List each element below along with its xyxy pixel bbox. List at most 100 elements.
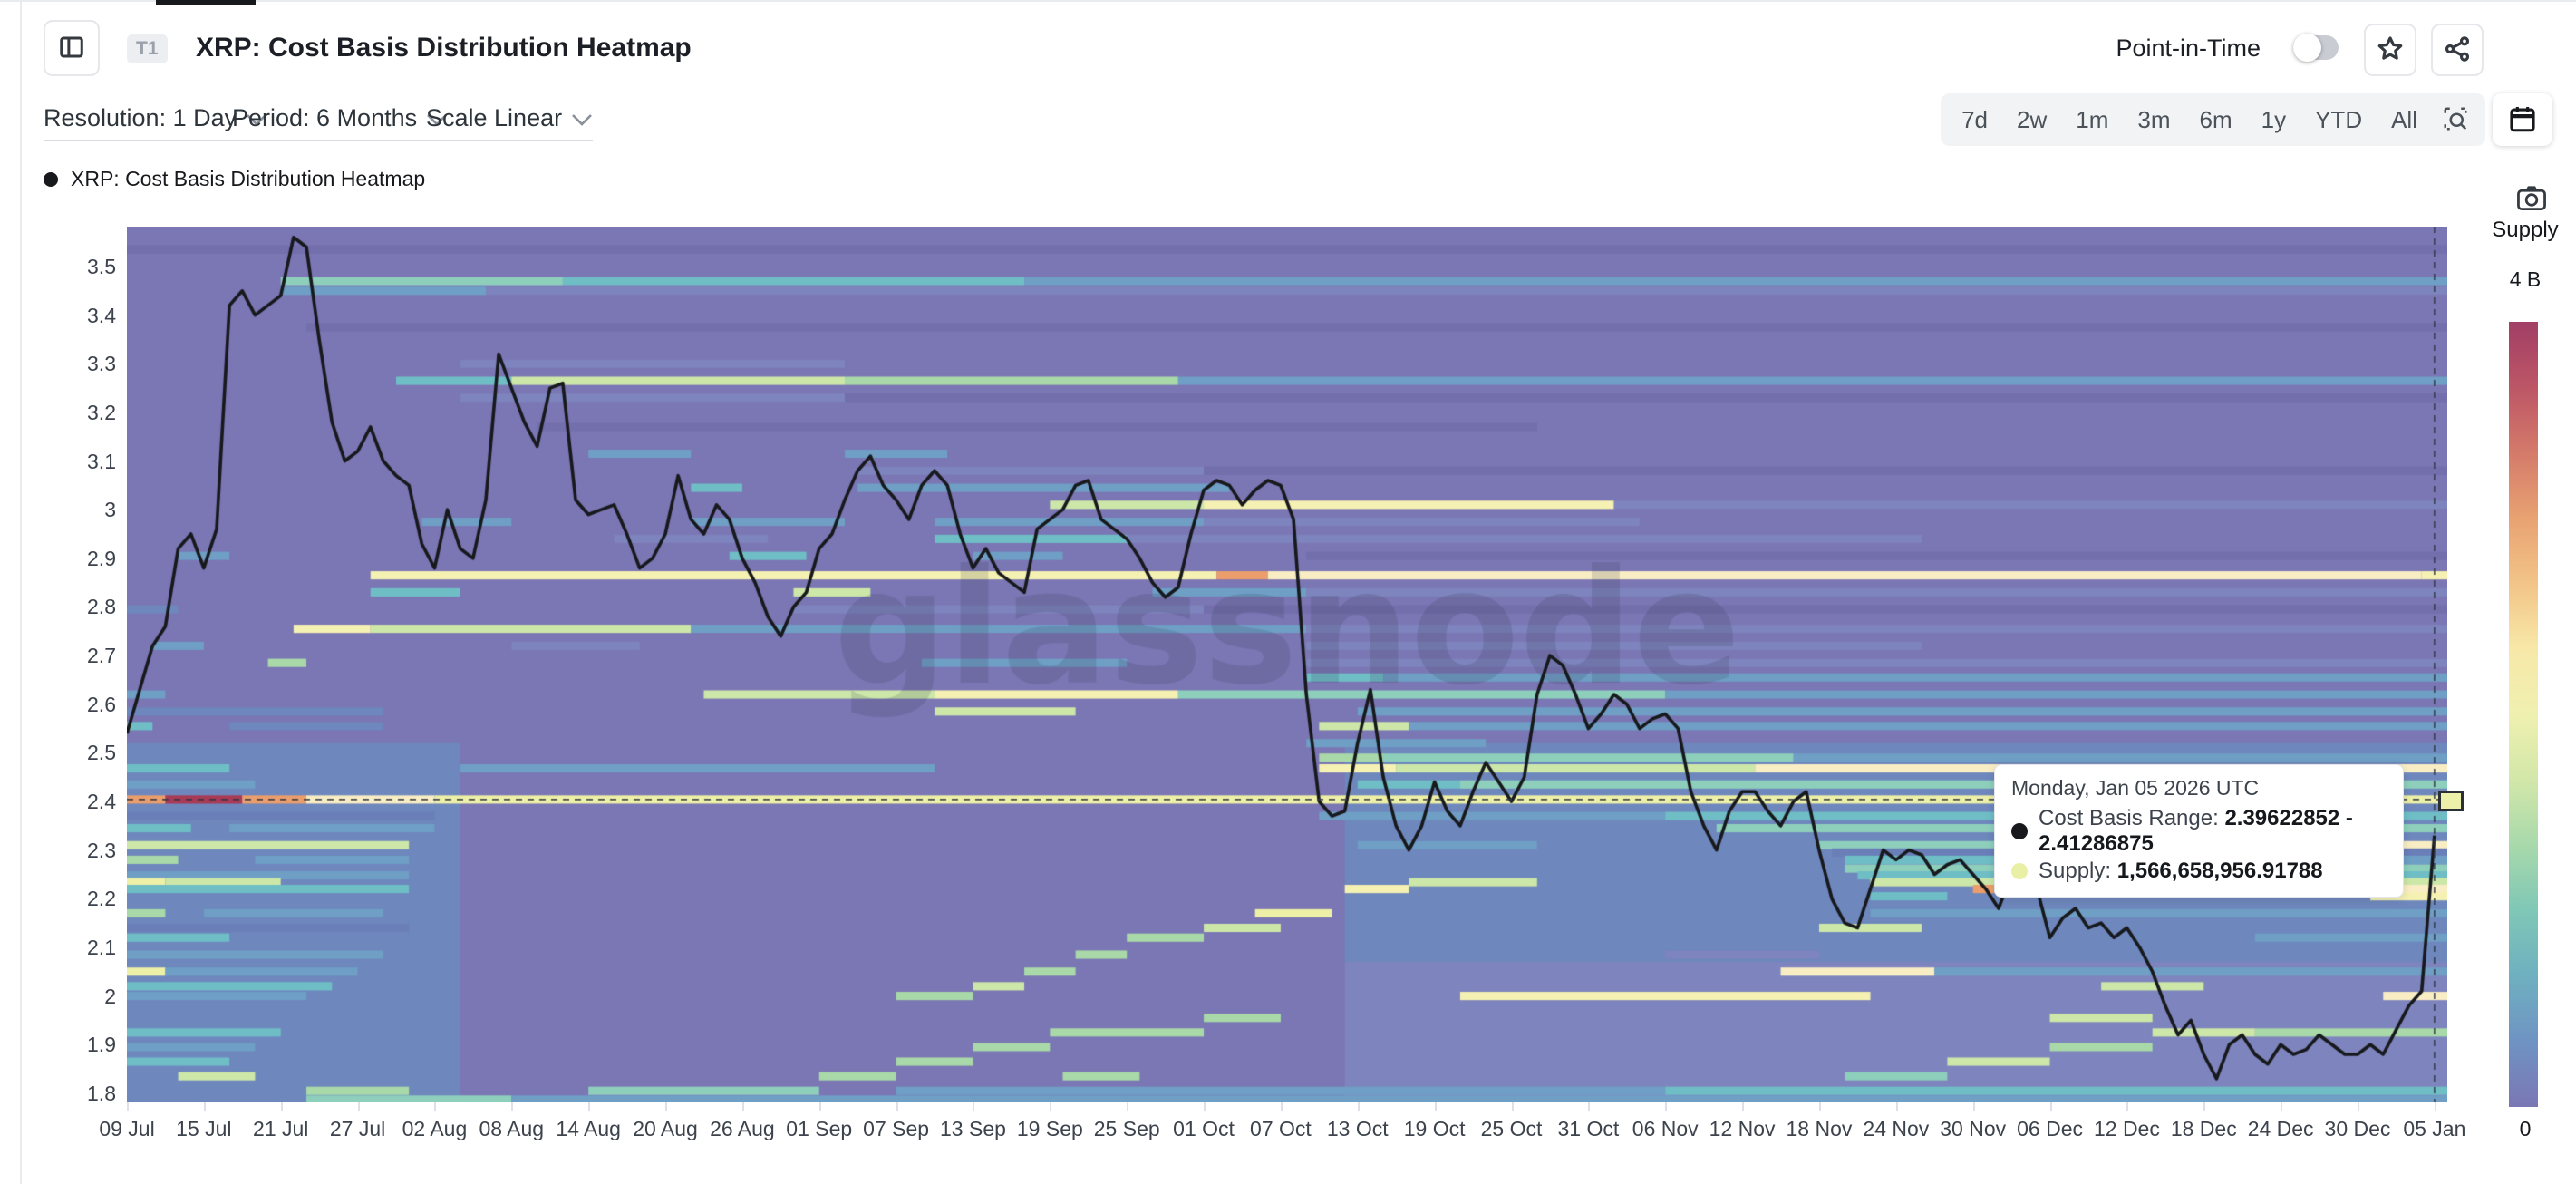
chevron-down-icon xyxy=(426,104,448,132)
calendar-icon xyxy=(2507,103,2538,137)
x-tick-label: 18 Dec xyxy=(2170,1117,2237,1140)
toggle-knob xyxy=(2293,34,2321,62)
range-button-1m[interactable]: 1m xyxy=(2064,101,2120,140)
resolution-dropdown[interactable]: Resolution: 1 Day xyxy=(44,102,268,141)
range-button-1y[interactable]: 1y xyxy=(2250,101,2298,140)
x-tick-mark xyxy=(1357,1102,1360,1111)
period-dropdown[interactable]: Period: 6 Months xyxy=(232,102,449,141)
range-button-2w[interactable]: 2w xyxy=(2005,101,2058,140)
x-tick-label: 14 Aug xyxy=(556,1117,621,1140)
y-tick-label: 2.3 xyxy=(87,838,116,862)
x-tick-label: 24 Nov xyxy=(1863,1117,1930,1140)
point-in-time-toggle[interactable] xyxy=(2293,34,2339,62)
x-tick-label: 24 Dec xyxy=(2247,1117,2314,1140)
tooltip-row-text: Supply: 1,566,658,956.91788 xyxy=(2039,859,2323,883)
y-tick-label: 3.4 xyxy=(87,303,116,327)
x-tick-label: 26 Aug xyxy=(710,1117,775,1140)
y-tick-label: 2.7 xyxy=(87,644,116,668)
x-tick-mark xyxy=(896,1102,898,1111)
browser-tab-indicator xyxy=(156,0,256,5)
x-tick-mark xyxy=(1588,1102,1591,1111)
tooltip-row-supply: Supply: 1,566,658,956.91788 xyxy=(2011,859,2387,884)
x-tick-label: 18 Nov xyxy=(1786,1117,1853,1140)
x-tick-label: 12 Nov xyxy=(1709,1117,1776,1140)
share-icon xyxy=(2443,34,2472,66)
top-divider xyxy=(0,0,2576,2)
x-tick-mark xyxy=(741,1102,744,1111)
range-button-6m[interactable]: 6m xyxy=(2188,101,2244,140)
tier-badge: T1 xyxy=(127,34,168,63)
heatmap-plot-area[interactable] xyxy=(127,227,2447,1102)
x-tick-mark xyxy=(1742,1102,1745,1111)
favorite-button[interactable] xyxy=(2364,24,2416,76)
x-tick-label: 15 Jul xyxy=(176,1117,232,1140)
x-tick-label: 12 Dec xyxy=(2093,1117,2160,1140)
scale-dropdown[interactable]: Scale Linear xyxy=(426,102,594,141)
range-button-3m[interactable]: 3m xyxy=(2126,101,2182,140)
resolution-dropdown-label: Resolution: 1 Day xyxy=(44,103,237,131)
x-tick-label: 09 Jul xyxy=(99,1117,155,1140)
y-tick-label: 3 xyxy=(104,498,116,522)
x-tick-mark xyxy=(127,1102,129,1111)
chart-tooltip: Monday, Jan 05 2026 UTC Cost Basis Range… xyxy=(1994,764,2404,898)
star-icon xyxy=(2376,34,2405,66)
supply-dot-icon xyxy=(2011,863,2028,879)
x-tick-mark xyxy=(2357,1102,2359,1111)
tooltip-row-text: Cost Basis Range: 2.39622852 - 2.4128687… xyxy=(2039,806,2353,856)
x-tick-label: 31 Oct xyxy=(1557,1117,1620,1140)
colorbar-max-label: 4 B xyxy=(2509,267,2542,291)
y-tick-label: 2.2 xyxy=(87,887,116,911)
x-tick-label: 30 Dec xyxy=(2324,1117,2391,1140)
chevron-down-icon xyxy=(571,104,593,132)
hovered-cell-marker xyxy=(2438,791,2464,811)
period-dropdown-label: Period: 6 Months xyxy=(232,103,418,131)
x-tick-mark xyxy=(2434,1102,2436,1111)
y-tick-label: 2.1 xyxy=(87,935,116,959)
scale-dropdown-label: Scale Linear xyxy=(426,103,563,131)
point-in-time-label: Point-in-Time xyxy=(2116,34,2261,62)
x-tick-mark xyxy=(357,1102,360,1111)
x-tick-mark xyxy=(1511,1102,1514,1111)
y-tick-label: 3.1 xyxy=(87,449,116,473)
x-tick-label: 01 Sep xyxy=(786,1117,853,1140)
time-range-bar: 7d 2w 1m 3m 6m 1y YTD All xyxy=(1941,93,2485,146)
y-tick-label: 2.4 xyxy=(87,790,116,814)
x-tick-mark xyxy=(1050,1102,1052,1111)
series-legend[interactable]: XRP: Cost Basis Distribution Heatmap xyxy=(44,167,425,191)
x-tick-mark xyxy=(2049,1102,2052,1111)
x-tick-mark xyxy=(280,1102,283,1111)
chevron-down-icon xyxy=(246,104,267,132)
range-button-7d[interactable]: 7d xyxy=(1950,101,2000,140)
x-tick-label: 30 Nov xyxy=(1940,1117,2007,1140)
sidebar-toggle-button[interactable] xyxy=(44,20,100,76)
x-tick-mark xyxy=(588,1102,591,1111)
x-tick-mark xyxy=(1280,1102,1283,1111)
x-tick-mark xyxy=(665,1102,668,1111)
y-tick-label: 3.5 xyxy=(87,254,116,278)
calendar-button[interactable] xyxy=(2493,93,2552,146)
x-tick-label: 13 Oct xyxy=(1326,1117,1389,1140)
x-tick-label: 25 Oct xyxy=(1480,1117,1543,1140)
x-tick-label: 19 Oct xyxy=(1403,1117,1466,1140)
range-button-ytd[interactable]: YTD xyxy=(2303,101,2374,140)
y-tick-label: 1.9 xyxy=(87,1033,116,1057)
supply-colorbar xyxy=(2509,322,2538,1107)
x-tick-label: 08 Aug xyxy=(479,1117,545,1140)
x-tick-label: 27 Jul xyxy=(329,1117,386,1140)
x-tick-mark xyxy=(434,1102,437,1111)
zoom-area-button[interactable] xyxy=(2435,102,2476,139)
x-tick-label: 19 Sep xyxy=(1016,1117,1083,1140)
heatmap-canvas[interactable] xyxy=(127,227,2447,1102)
left-divider xyxy=(20,0,22,1184)
tooltip-row-cost-basis: Cost Basis Range: 2.39622852 - 2.4128687… xyxy=(2011,806,2387,857)
cost-basis-dot-icon xyxy=(2011,823,2028,839)
x-tick-mark xyxy=(511,1102,514,1111)
x-tick-mark xyxy=(1434,1102,1437,1111)
x-tick-mark xyxy=(203,1102,206,1111)
share-button[interactable] xyxy=(2431,24,2484,76)
tooltip-date: Monday, Jan 05 2026 UTC xyxy=(2011,776,2260,800)
y-tick-label: 2 xyxy=(104,984,116,1008)
screenshot-button[interactable] xyxy=(2511,181,2552,218)
range-button-all[interactable]: All xyxy=(2379,101,2429,140)
